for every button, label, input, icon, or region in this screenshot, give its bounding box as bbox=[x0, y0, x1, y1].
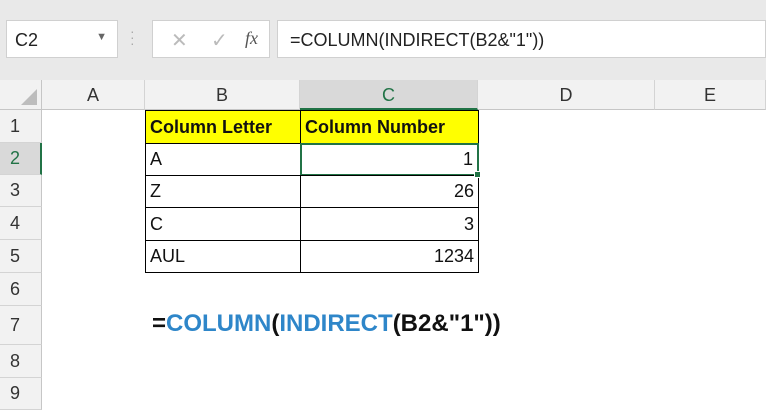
column-header-d[interactable]: D bbox=[478, 80, 655, 110]
formula-bar-area: C2 ▼ · · · ✕ ✓ fx =COLUMN(INDIRECT(B2&"1")) bbox=[0, 0, 766, 80]
cell-b5[interactable]: AUL bbox=[145, 240, 301, 273]
cancel-icon[interactable]: ✕ bbox=[171, 30, 188, 52]
insert-function-icon[interactable]: fx bbox=[245, 28, 258, 48]
cell-c2-selected[interactable]: 1 bbox=[300, 143, 479, 176]
row-header-9[interactable]: 9 bbox=[0, 378, 42, 410]
row-header-6[interactable]: 6 bbox=[0, 273, 42, 306]
paren: ( bbox=[271, 310, 280, 337]
formula-annotation: =COLUMN(INDIRECT(B2&"1")) bbox=[152, 310, 501, 338]
formula-input[interactable]: =COLUMN(INDIRECT(B2&"1")) bbox=[277, 20, 766, 58]
column-header-c[interactable]: C bbox=[300, 80, 478, 110]
column-header-e[interactable]: E bbox=[655, 80, 766, 110]
cell-b3[interactable]: Z bbox=[145, 175, 301, 208]
function-column: COLUMN bbox=[166, 310, 272, 337]
column-header-b[interactable]: B bbox=[145, 80, 300, 110]
cell-b2[interactable]: A bbox=[145, 143, 301, 176]
row-header-8[interactable]: 8 bbox=[0, 345, 42, 378]
cell-c4[interactable]: 3 bbox=[300, 207, 479, 241]
select-all-button[interactable] bbox=[0, 80, 42, 110]
formula-buttons: ✕ ✓ fx bbox=[152, 20, 270, 58]
formula-args: (B2&"1")) bbox=[392, 310, 501, 337]
row-header-7[interactable]: 7 bbox=[0, 306, 42, 345]
name-box[interactable]: C2 ▼ bbox=[6, 20, 118, 58]
header-cell-column-letter[interactable]: Column Letter bbox=[145, 110, 301, 144]
name-box-value: C2 bbox=[15, 30, 39, 50]
cell-c5[interactable]: 1234 bbox=[300, 240, 479, 273]
column-header-a[interactable]: A bbox=[42, 80, 145, 110]
row-header-5[interactable]: 5 bbox=[0, 240, 42, 273]
row-header-4[interactable]: 4 bbox=[0, 207, 42, 240]
chevron-down-icon[interactable]: ▼ bbox=[96, 31, 107, 43]
row-header-1[interactable]: 1 bbox=[0, 110, 42, 143]
row-header-2[interactable]: 2 bbox=[0, 143, 42, 175]
enter-icon[interactable]: ✓ bbox=[211, 30, 228, 52]
cell-c3[interactable]: 26 bbox=[300, 175, 479, 208]
header-cell-column-number[interactable]: Column Number bbox=[300, 110, 479, 144]
cell-b4[interactable]: C bbox=[145, 207, 301, 241]
row-header-3[interactable]: 3 bbox=[0, 175, 42, 207]
equals-sign: = bbox=[152, 310, 167, 337]
function-indirect: INDIRECT bbox=[279, 310, 393, 337]
grip-icon: · · · bbox=[130, 23, 135, 51]
fill-handle[interactable] bbox=[474, 171, 481, 178]
